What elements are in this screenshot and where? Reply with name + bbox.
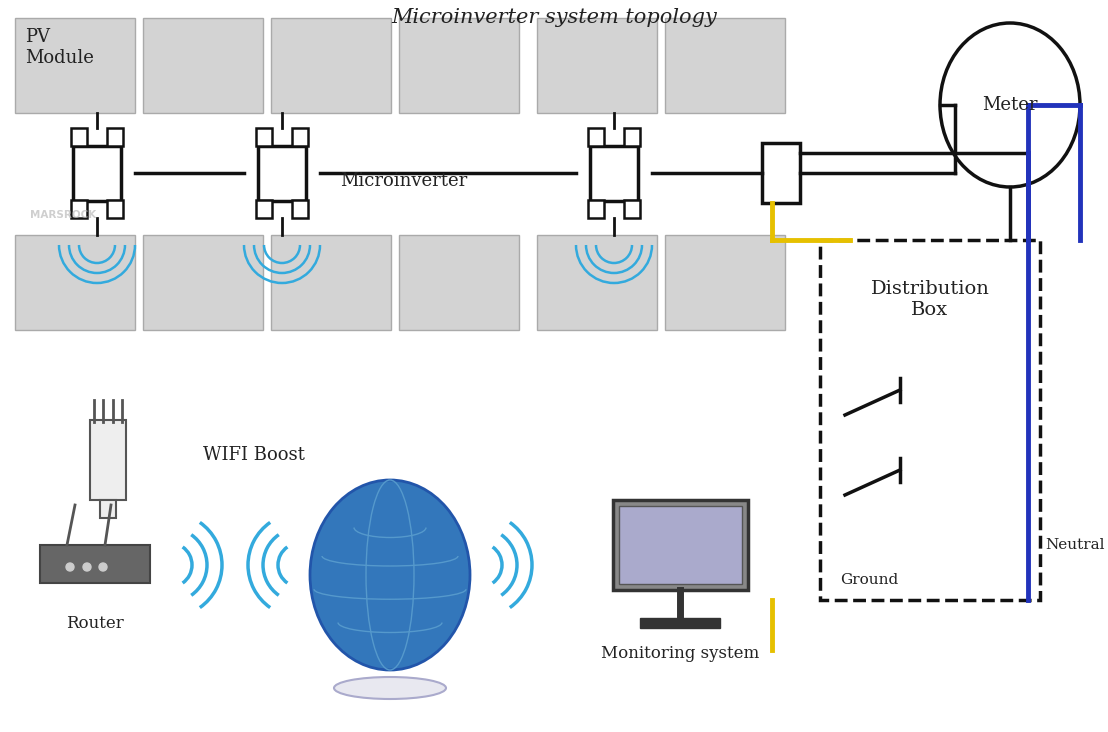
- Bar: [71, 128, 88, 146]
- Ellipse shape: [940, 23, 1080, 187]
- Bar: [271, 18, 391, 113]
- Bar: [624, 128, 640, 146]
- Bar: [90, 420, 126, 500]
- Bar: [293, 128, 308, 146]
- Text: Monitoring system: Monitoring system: [601, 645, 759, 662]
- Text: MARSROCK: MARSROCK: [30, 210, 96, 220]
- Text: Neutral: Neutral: [1045, 538, 1105, 552]
- Bar: [143, 235, 263, 330]
- Text: Microinverter: Microinverter: [340, 172, 468, 190]
- Bar: [640, 618, 720, 628]
- Text: PV
Module: PV Module: [25, 28, 94, 67]
- Bar: [399, 235, 519, 330]
- Bar: [73, 146, 121, 201]
- Bar: [293, 200, 308, 218]
- Bar: [40, 545, 150, 583]
- Bar: [762, 143, 800, 203]
- Bar: [537, 235, 657, 330]
- Text: Router: Router: [66, 615, 124, 632]
- Bar: [107, 200, 123, 218]
- Bar: [613, 500, 748, 590]
- Bar: [271, 235, 391, 330]
- Circle shape: [83, 563, 91, 571]
- Bar: [624, 200, 640, 218]
- Circle shape: [99, 563, 107, 571]
- Bar: [100, 500, 116, 518]
- Bar: [16, 18, 135, 113]
- Bar: [16, 235, 135, 330]
- Bar: [399, 18, 519, 113]
- Bar: [588, 200, 604, 218]
- Bar: [537, 18, 657, 113]
- Text: Microinverter system topology: Microinverter system topology: [391, 8, 717, 27]
- Text: Distribution
Box: Distribution Box: [871, 280, 989, 319]
- Bar: [588, 128, 604, 146]
- Bar: [820, 240, 1040, 600]
- Bar: [107, 128, 123, 146]
- Text: Ground: Ground: [840, 573, 899, 587]
- Bar: [143, 18, 263, 113]
- Ellipse shape: [310, 480, 470, 670]
- Bar: [258, 146, 306, 201]
- Bar: [589, 146, 638, 201]
- Text: Meter: Meter: [983, 96, 1038, 114]
- Bar: [256, 200, 271, 218]
- Bar: [665, 18, 784, 113]
- Bar: [665, 235, 784, 330]
- Text: WIFI Boost: WIFI Boost: [203, 446, 305, 464]
- Bar: [256, 128, 271, 146]
- Circle shape: [66, 563, 74, 571]
- Bar: [71, 200, 88, 218]
- Bar: [619, 506, 742, 584]
- Ellipse shape: [334, 677, 447, 699]
